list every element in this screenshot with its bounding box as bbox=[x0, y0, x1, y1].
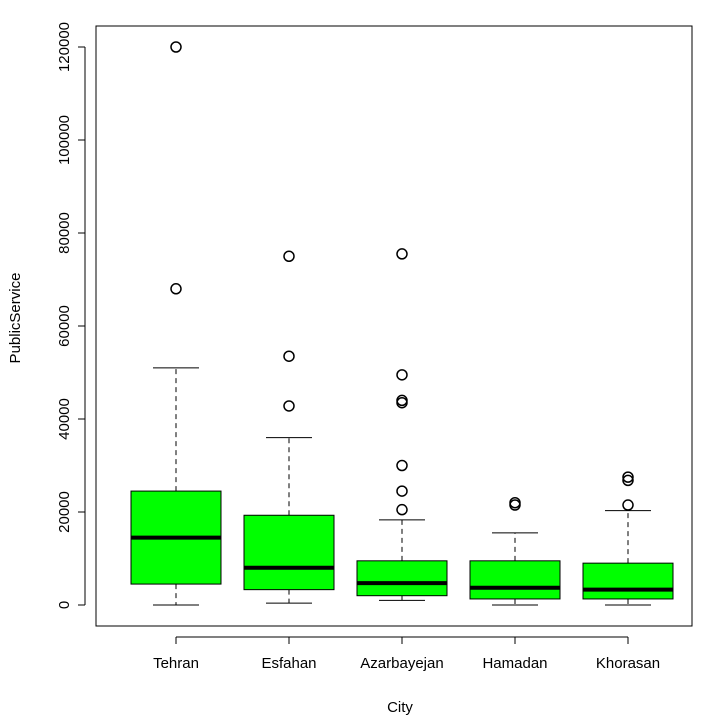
x-tick-label: Azarbayejan bbox=[360, 655, 443, 672]
outlier-point bbox=[622, 499, 634, 511]
x-tick-label: Tehran bbox=[153, 655, 199, 672]
x-tick-label: Khorasan bbox=[596, 655, 660, 672]
outlier-point bbox=[396, 485, 408, 497]
outlier-point bbox=[170, 41, 182, 53]
y-tick-label: 60000 bbox=[56, 305, 73, 347]
plot-frame bbox=[95, 25, 693, 627]
x-axis-title: City bbox=[387, 699, 413, 716]
outlier-point bbox=[396, 503, 408, 516]
outlier-point bbox=[509, 499, 521, 511]
outlier-point bbox=[283, 400, 295, 412]
outlier-point bbox=[396, 459, 408, 472]
box-iqr bbox=[469, 560, 561, 600]
x-tick-label: Hamadan bbox=[482, 655, 547, 672]
x-tick-label: Esfahan bbox=[261, 655, 316, 672]
box-group bbox=[582, 471, 674, 606]
box-iqr bbox=[582, 562, 674, 600]
box-group bbox=[469, 496, 561, 606]
outlier-point bbox=[283, 250, 295, 262]
outlier-point bbox=[396, 248, 408, 260]
outlier-point bbox=[622, 474, 634, 487]
box-iqr bbox=[356, 560, 448, 597]
y-tick-label: 0 bbox=[56, 601, 73, 609]
x-axis: Tehran Esfahan Azarbayejan Hamadan Khorasan bbox=[153, 636, 660, 672]
y-tick-label: 40000 bbox=[56, 398, 73, 440]
y-axis: 0 20000 40000 60000 80000 100000 120000 bbox=[56, 22, 86, 609]
y-axis-title: PublicService bbox=[7, 273, 24, 364]
outlier-point bbox=[396, 369, 408, 381]
outlier-point bbox=[170, 283, 182, 295]
outlier-point bbox=[396, 396, 408, 409]
box-group bbox=[130, 41, 222, 606]
y-tick-label: 20000 bbox=[56, 491, 73, 533]
box-iqr bbox=[243, 514, 335, 591]
outlier-point bbox=[283, 350, 295, 362]
outlier-point bbox=[622, 471, 634, 483]
y-tick-label: 120000 bbox=[56, 22, 73, 72]
outlier-point bbox=[396, 394, 408, 407]
y-tick-label: 100000 bbox=[56, 115, 73, 165]
box-group bbox=[356, 248, 448, 601]
box-group bbox=[243, 250, 335, 604]
outlier-point bbox=[509, 496, 521, 509]
boxes-layer bbox=[130, 41, 674, 606]
y-tick-label: 80000 bbox=[56, 212, 73, 254]
